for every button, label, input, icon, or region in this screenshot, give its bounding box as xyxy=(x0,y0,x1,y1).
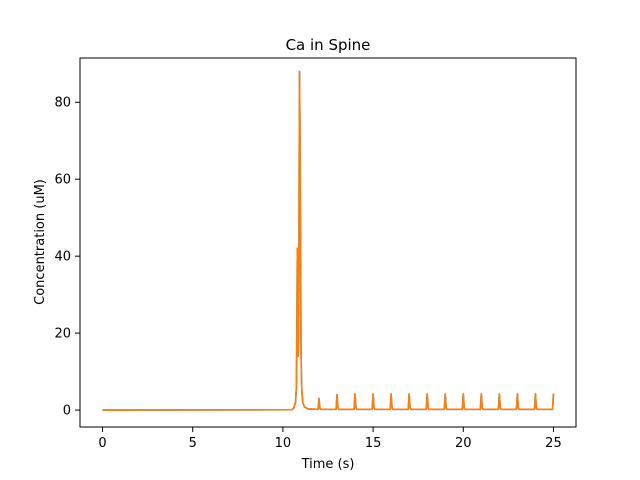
x-tick-label: 20 xyxy=(455,436,472,451)
y-tick-label: 40 xyxy=(54,250,71,265)
y-tick-label: 60 xyxy=(54,173,71,188)
x-tick-label: 15 xyxy=(365,436,382,451)
chart-title: Ca in Spine xyxy=(286,36,371,54)
series-line-2 xyxy=(102,70,555,411)
series-layer xyxy=(102,70,555,411)
x-tick-label: 10 xyxy=(275,436,292,451)
x-tick-label: 25 xyxy=(545,436,562,451)
ticks-layer: 0 5 10 15 20 25 0 20 40 60 80 xyxy=(54,96,561,451)
x-axis-label: Time (s) xyxy=(301,457,355,472)
y-tick-label: 80 xyxy=(54,96,71,111)
x-tick-label: 5 xyxy=(189,436,197,451)
plot-frame xyxy=(79,57,577,428)
x-tick-label: 0 xyxy=(98,436,106,451)
y-axis-label: Concentration (uM) xyxy=(33,179,48,305)
y-tick-label: 0 xyxy=(63,404,71,419)
y-tick-label: 20 xyxy=(54,327,71,342)
